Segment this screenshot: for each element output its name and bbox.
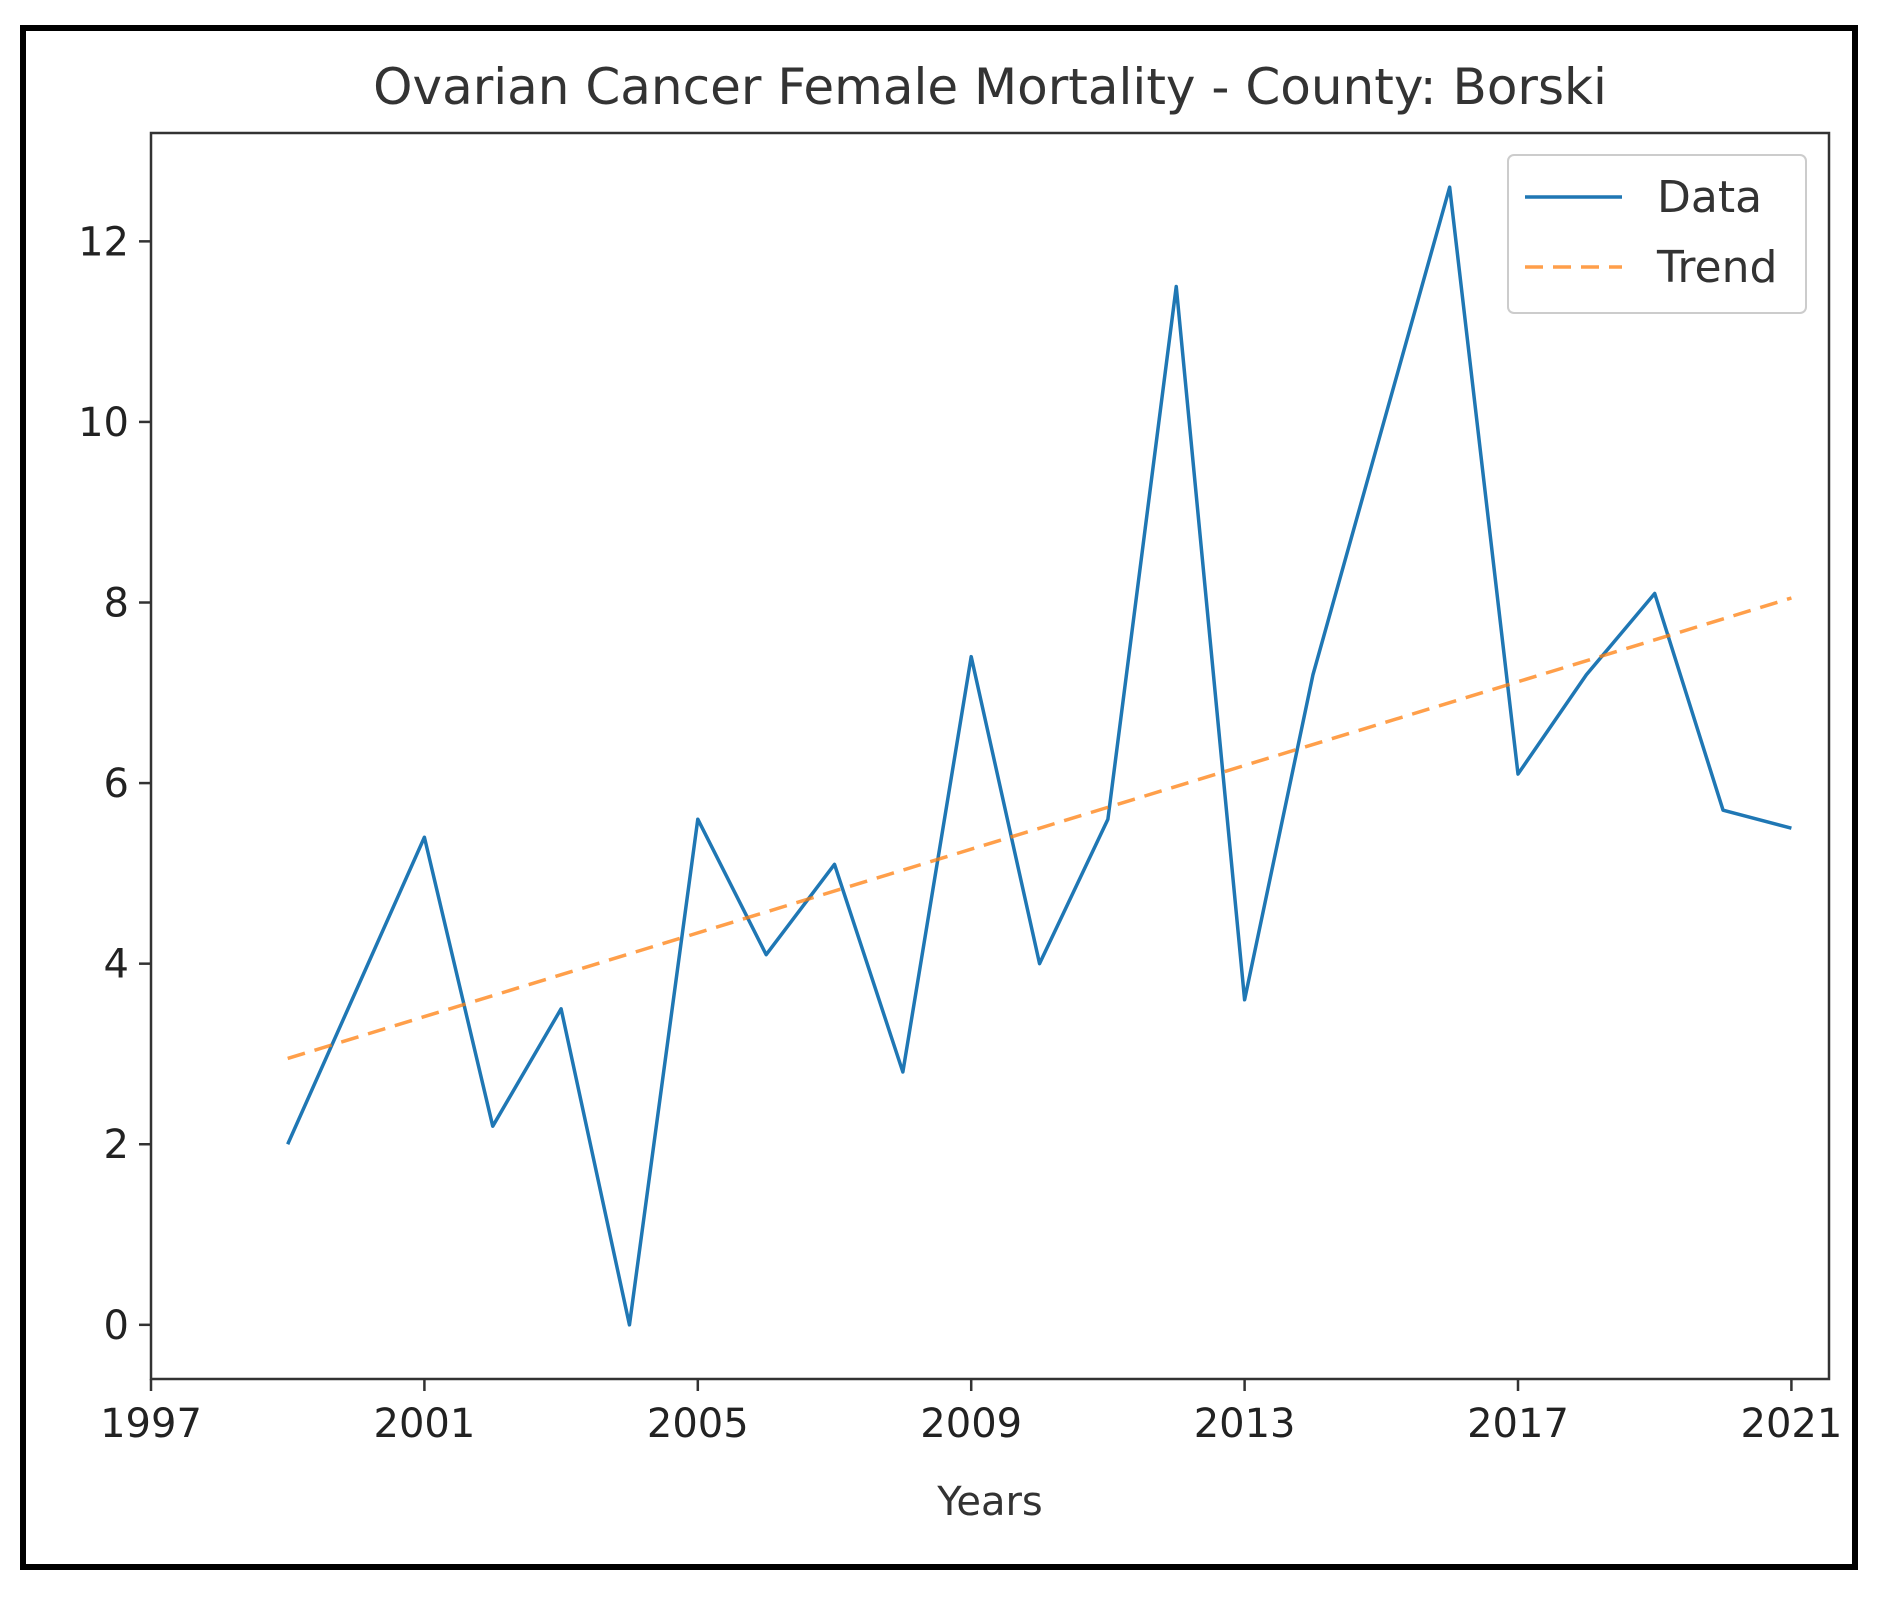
x-tick-label: 2017 — [1467, 1401, 1569, 1447]
x-tick-label: 2009 — [920, 1401, 1022, 1447]
legend: Data Trend — [1507, 154, 1807, 314]
x-axis: 1997 2001 2005 2009 2013 2017 2021 — [100, 1379, 1842, 1447]
legend-data-label: Data — [1657, 172, 1762, 223]
series-line-data — [286, 185, 1792, 1327]
x-tick-label: 1997 — [100, 1401, 202, 1447]
y-tick-label: 10 — [78, 400, 129, 446]
y-axis: 0 2 4 6 8 10 12 — [78, 219, 151, 1349]
y-tick-label: 0 — [104, 1303, 129, 1349]
y-tick-label: 4 — [104, 942, 129, 988]
legend-trend-label: Trend — [1656, 242, 1777, 293]
x-tick-label: 2005 — [647, 1401, 749, 1447]
series-line-trend — [287, 596, 1792, 1061]
x-tick-label: 2021 — [1741, 1401, 1843, 1447]
y-tick-label: 12 — [78, 219, 129, 265]
x-tick-label: 2013 — [1194, 1401, 1296, 1447]
y-tick-label: 2 — [104, 1122, 129, 1168]
x-axis-label: Years — [936, 1479, 1043, 1525]
y-tick-label: 8 — [104, 581, 129, 627]
legend-box — [1507, 154, 1807, 314]
y-tick-label: 6 — [104, 761, 129, 807]
plot-area — [149, 131, 1831, 1381]
chart-title: Ovarian Cancer Female Mortality - County… — [373, 58, 1607, 116]
x-tick-label: 2001 — [374, 1401, 476, 1447]
series-layer — [286, 185, 1792, 1327]
